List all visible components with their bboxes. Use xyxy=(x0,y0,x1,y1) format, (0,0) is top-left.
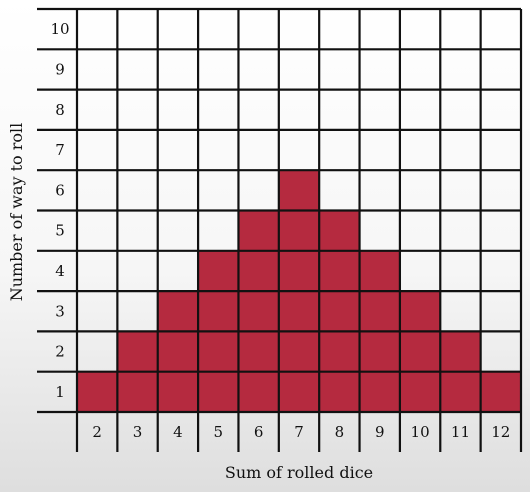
x-tick-label: 12 xyxy=(491,423,510,441)
bar-cell xyxy=(77,371,118,412)
bar-cell xyxy=(278,250,320,292)
bar-cell xyxy=(319,371,360,412)
bar-cell xyxy=(359,371,400,412)
x-tick-label: 3 xyxy=(133,423,143,441)
bar-2 xyxy=(77,371,118,412)
y-tick-label: 6 xyxy=(55,181,65,199)
x-tick-label: 6 xyxy=(254,423,264,441)
y-tick-label: 5 xyxy=(55,222,65,240)
bar-cell xyxy=(278,331,320,372)
bar-10 xyxy=(399,291,441,412)
y-tick-label: 7 xyxy=(55,141,65,159)
bar-cell xyxy=(238,250,279,292)
bar-cell xyxy=(278,170,320,211)
bar-cell xyxy=(238,291,279,332)
y-tick-label: 4 xyxy=(55,262,65,280)
x-tick-label: 10 xyxy=(411,423,430,441)
x-tick-label: 4 xyxy=(173,423,183,441)
bar-cell xyxy=(238,371,279,412)
bar-11 xyxy=(440,331,481,412)
bar-cell xyxy=(117,331,158,372)
bar-cell xyxy=(278,291,320,332)
bar-cell xyxy=(399,331,441,372)
x-tick-label: 11 xyxy=(451,423,470,441)
bar-cell xyxy=(399,371,441,412)
bars-layer xyxy=(77,170,521,412)
x-tick-label: 5 xyxy=(213,423,223,441)
bar-3 xyxy=(117,331,158,412)
bar-cell xyxy=(157,291,199,332)
bar-4 xyxy=(157,291,199,412)
bar-cell xyxy=(238,331,279,372)
x-tick-label: 9 xyxy=(375,423,385,441)
y-tick-label: 8 xyxy=(55,101,65,119)
bar-cell xyxy=(440,371,481,412)
bar-cell xyxy=(399,291,441,332)
bar-cell xyxy=(359,250,400,292)
bar-5 xyxy=(198,250,239,412)
bar-cell xyxy=(278,371,320,412)
bar-cell xyxy=(319,291,360,332)
bar-cell xyxy=(198,371,239,412)
bar-cell xyxy=(157,371,199,412)
x-tick-label: 7 xyxy=(294,423,304,441)
bar-8 xyxy=(319,210,360,412)
bar-6 xyxy=(238,210,279,412)
y-tick-label: 2 xyxy=(55,343,65,361)
bar-cell xyxy=(238,210,279,251)
bar-12 xyxy=(480,371,521,412)
y-axis-title: Number of way to roll xyxy=(7,123,26,302)
y-tick-label: 3 xyxy=(55,302,65,320)
bar-cell xyxy=(198,291,239,332)
bar-9 xyxy=(359,250,400,412)
grid-layer xyxy=(37,7,523,452)
bar-cell xyxy=(319,210,360,251)
x-axis-title: Sum of rolled dice xyxy=(225,463,373,482)
bar-cell xyxy=(278,210,320,251)
bar-cell xyxy=(117,371,158,412)
bar-cell xyxy=(157,331,199,372)
y-tick-label: 10 xyxy=(50,20,69,38)
bar-cell xyxy=(440,331,481,372)
bar-cell xyxy=(198,331,239,372)
bar-cell xyxy=(480,371,521,412)
y-tick-label: 9 xyxy=(55,60,65,78)
x-tick-label: 8 xyxy=(335,423,345,441)
x-tick-label: 2 xyxy=(92,423,102,441)
y-tick-label: 1 xyxy=(55,383,65,401)
bar-cell xyxy=(359,291,400,332)
bar-cell xyxy=(319,331,360,372)
bar-7 xyxy=(278,170,320,412)
bar-cell xyxy=(198,250,239,292)
bar-cell xyxy=(319,250,360,292)
bar-cell xyxy=(359,331,400,372)
